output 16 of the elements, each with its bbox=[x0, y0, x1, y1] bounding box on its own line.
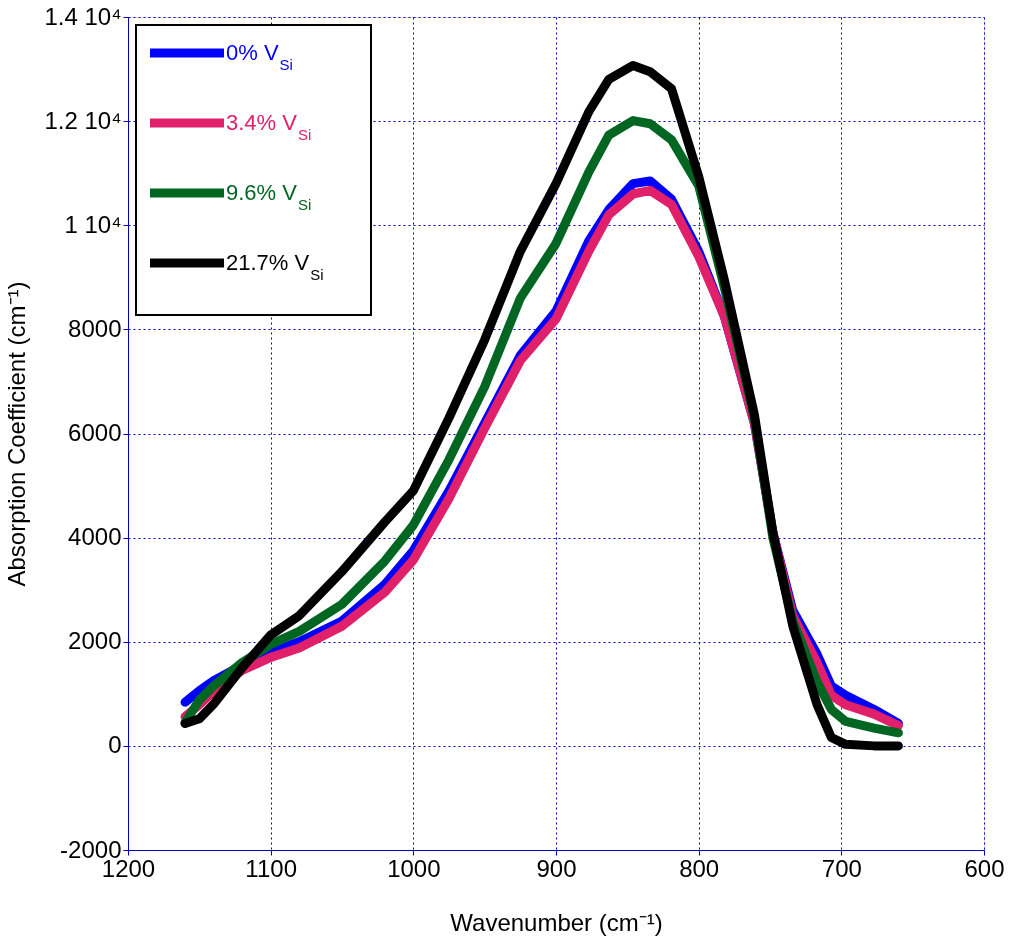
y-axis-title: Absorption Coefficient (cm⁻¹) bbox=[3, 281, 31, 587]
y-tick-label: 4000 bbox=[68, 523, 122, 551]
x-tick-label: 1100 bbox=[245, 854, 297, 882]
y-tick-label: 8000 bbox=[68, 314, 122, 342]
x-tick-label: 700 bbox=[821, 854, 862, 882]
x-axis-title: Wavenumber (cm⁻¹) bbox=[450, 908, 663, 936]
y-tick-label: 1 10⁴ bbox=[64, 210, 122, 238]
y-tick-label: 2000 bbox=[68, 627, 122, 655]
x-tick-label: 900 bbox=[536, 854, 577, 882]
x-tick-label: 600 bbox=[964, 854, 1005, 882]
x-tick-label: 800 bbox=[679, 854, 720, 882]
y-tick-label: 6000 bbox=[68, 419, 122, 446]
y-tick-label: 1.2 10⁴ bbox=[44, 106, 122, 134]
y-tick-label: 0 bbox=[108, 731, 122, 759]
y-tick-label: 1.4 10⁴ bbox=[44, 2, 122, 30]
x-tick-label: 1000 bbox=[387, 854, 441, 882]
